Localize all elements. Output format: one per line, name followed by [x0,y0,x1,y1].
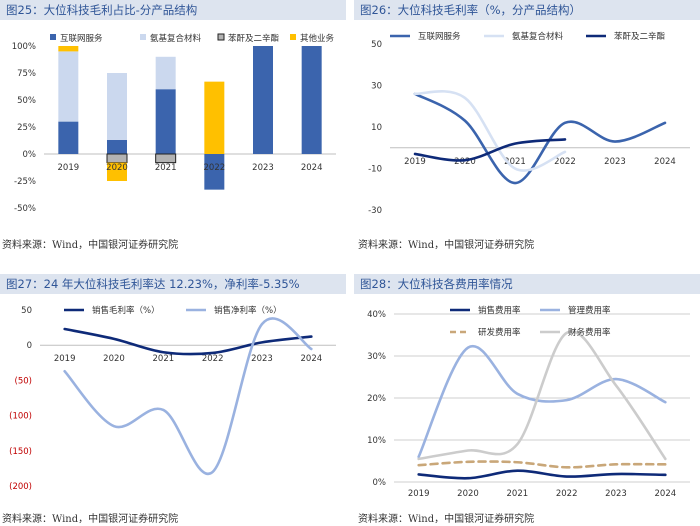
line-chart-gross-margin-by-product: 50 30 10 -10 -30 2019 2020 2021 2022 2023 2024 互联网服… [368,31,690,216]
line-chart-margins: 50 0 (50) (100) (150) (200) 2019 2020 2021 2022 20… [9,305,336,492]
legend-label: 互联网服务 [60,33,103,44]
bar-segment [107,73,127,140]
legend-label: 销售净利率（%） [214,305,282,316]
x-tick-label: 2020 [106,163,128,173]
legend-swatch [217,33,225,41]
y-tick-label: (50) [15,376,32,386]
x-tick-label: 2024 [301,163,323,173]
x-tick-label: 2022 [202,354,224,364]
y-tick-label: 0% [373,478,387,488]
bar-segment [204,81,225,154]
y-tick-label: -25% [14,177,36,187]
legend-label: 互联网服务 [418,31,461,42]
x-tick-label: 2023 [604,157,626,167]
legend-label: 销售费用率 [478,305,521,316]
line-chart-expense-ratios: 40% 30% 20% 10% 0% 2019 2020 2021 2022 2023 2024 销售… [367,305,690,499]
x-tick-label: 2022 [556,489,578,499]
y-tick-label: 25% [17,123,36,133]
legend-label: 财务费用率 [568,327,611,338]
chart-title: 图28：大位科技各费用率情况 [354,274,700,294]
legend-label: 其他业务 [300,33,335,44]
source-note: 资料来源：Wind，中国银河证券研究院 [358,240,535,251]
x-tick-label: 2024 [654,157,676,167]
legend-label: 管理费用率 [568,305,611,316]
y-tick-label: 20% [367,394,386,404]
legend-label: 苯酐及二辛酯 [228,33,280,44]
x-tick-label: 2019 [58,163,80,173]
legend-swatch [50,34,56,40]
bar-segment [58,51,79,122]
series-line [63,317,313,476]
chart-title: 图27：24 年大位科技毛利率达 12.23%，净利率-5.35% [0,274,346,294]
bar-segment [204,154,225,190]
x-tick-label: 2020 [457,489,479,499]
chart-title: 图26：大位科技毛利率（%，分产品结构） [354,0,700,20]
x-tick-label: 2024 [655,489,677,499]
chart-title: 图25：大位科技毛利占比-分产品结构 [0,0,346,20]
bar-segment [107,162,127,181]
legend-swatch [290,34,296,40]
y-tick-label: 50 [21,306,32,316]
y-tick-label: (100) [9,412,32,422]
y-tick-label: 30% [367,352,386,362]
y-tick-label: 0 [27,341,32,351]
y-tick-label: -30 [368,206,382,216]
bar-segment [155,56,176,90]
y-tick-label: (200) [9,482,32,492]
x-tick-label: 2024 [301,354,323,364]
bar-segment [58,46,79,52]
legend-label: 氨基复合材料 [512,31,564,42]
source-note: 资料来源：Wind，中国银河证券研究院 [2,514,179,525]
bar-segment [301,46,322,154]
bar-segment [155,153,177,164]
x-tick-label: 2021 [504,157,526,167]
y-tick-label: -50% [14,204,36,214]
source-note: 资料来源：Wind，中国银河证券研究院 [2,240,179,251]
x-tick-label: 2021 [507,489,529,499]
x-tick-label: 2023 [605,489,627,499]
bar-segment [106,153,128,164]
x-tick-label: 2019 [404,157,426,167]
series-line [413,92,667,185]
y-tick-label: 30 [371,82,382,92]
x-tick-label: 2023 [251,354,273,364]
x-tick-label: 2021 [155,163,177,173]
x-tick-label: 2020 [454,157,476,167]
y-tick-label: 10 [371,123,382,133]
stacked-bar-chart-gross-profit-share: 100% 75% 50% 25% 0% -25% -50% 2019 2020 2021 2022 2… [12,33,336,214]
series-line [417,460,667,469]
bar-segment [253,46,273,154]
x-tick-label: 2020 [103,354,125,364]
series-line [63,327,313,356]
legend-label: 销售毛利率（%） [92,305,160,316]
legend-label: 研发费用率 [478,327,521,338]
bar-segment [58,121,79,154]
y-tick-label: -10 [368,165,382,175]
y-tick-label: 75% [17,69,36,79]
x-tick-label: 2019 [54,354,76,364]
y-tick-label: 0% [23,150,37,160]
x-tick-label: 2023 [252,163,274,173]
series-line [413,138,567,162]
legend-label: 苯酐及二辛酯 [614,31,666,42]
legend-label: 氨基复合材料 [150,33,202,44]
bar-segment [107,139,127,154]
series-line [417,344,667,459]
series-line [417,330,667,461]
series-line [417,469,667,480]
bar-segment [155,89,176,154]
x-tick-label: 2022 [204,163,226,173]
series-line [413,90,567,172]
x-tick-label: 2021 [153,354,175,364]
y-tick-label: 40% [367,310,386,320]
y-tick-label: 100% [12,42,36,52]
legend-swatch [140,34,146,40]
y-tick-label: 50% [17,96,36,106]
source-note: 资料来源：Wind，中国银河证券研究院 [358,514,535,525]
x-tick-label: 2022 [554,157,576,167]
y-tick-label: 10% [367,436,386,446]
x-tick-label: 2019 [408,489,430,499]
y-tick-label: (150) [9,447,32,457]
y-tick-label: 50 [371,40,382,50]
